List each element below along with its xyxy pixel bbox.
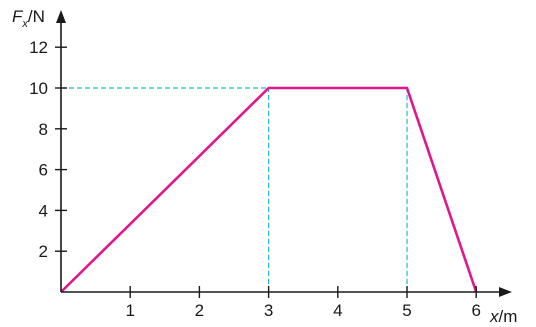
y-tick-label-12: 12 — [29, 38, 48, 57]
x-axis-unit: /m — [499, 307, 518, 326]
x-tick-label-6: 6 — [471, 301, 480, 320]
y-tick-label-2: 2 — [39, 242, 48, 261]
x-axis-symbol: x — [489, 307, 499, 326]
y-axis-subscript: x — [21, 18, 28, 30]
x-tick-label-2: 2 — [195, 301, 204, 320]
x-tick-label-1: 1 — [125, 301, 134, 320]
x-tick-label-3: 3 — [264, 301, 273, 320]
y-tick-label-6: 6 — [39, 161, 48, 180]
x-axis-title: x/m — [489, 307, 517, 326]
x-tick-label-4: 4 — [333, 301, 342, 320]
axes — [56, 10, 512, 297]
y-tick-label-4: 4 — [39, 201, 48, 220]
x-tick-label-5: 5 — [402, 301, 411, 320]
y-axis-title: Fx/N — [12, 7, 45, 30]
x-axis-arrow-icon — [499, 287, 512, 297]
series-line-0 — [60, 86, 478, 293]
guide-lines — [61, 87, 408, 292]
y-axis-unit: /N — [28, 7, 45, 26]
y-axis-arrow-icon — [56, 10, 66, 23]
series-group — [60, 86, 478, 293]
y-tick-label-8: 8 — [39, 120, 48, 139]
y-axis-symbol: F — [12, 7, 24, 26]
y-tick-label-10: 10 — [29, 79, 48, 98]
